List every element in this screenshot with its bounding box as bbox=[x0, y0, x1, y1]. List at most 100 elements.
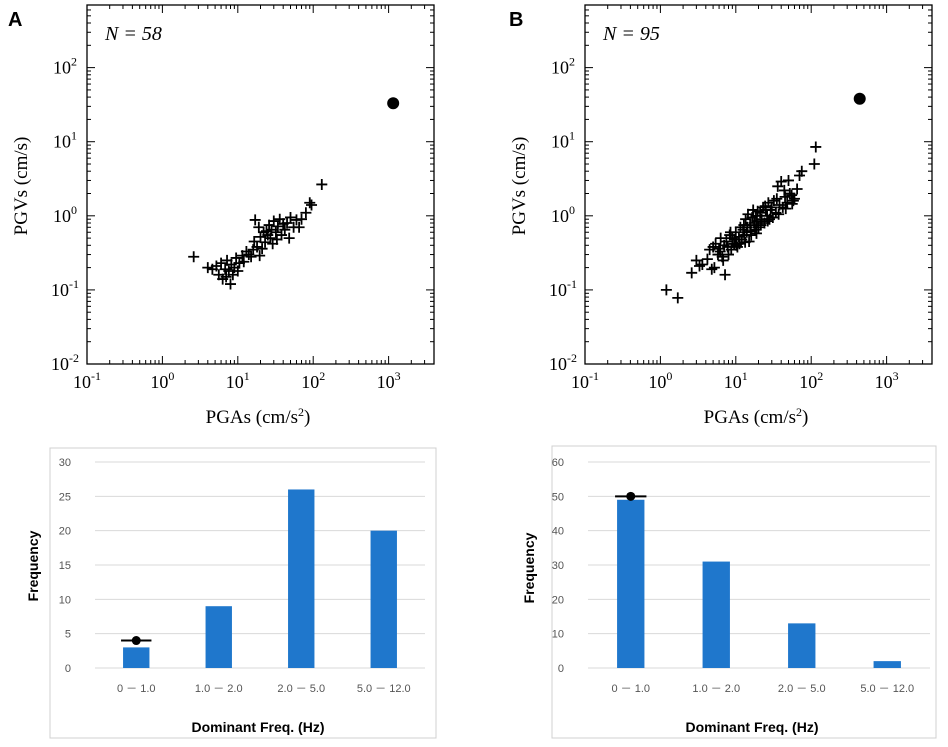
y-axis-label-bar-b: Frequency bbox=[521, 532, 537, 603]
record-point-b bbox=[690, 254, 702, 266]
y-tick-label: 10-1 bbox=[51, 277, 79, 300]
record-point-a bbox=[251, 241, 263, 253]
y-tick-label: 30 bbox=[59, 457, 71, 469]
record-point-b bbox=[750, 227, 762, 239]
x-tick-label: 10-1 bbox=[571, 369, 599, 392]
y-tick-label: 10 bbox=[59, 594, 71, 606]
record-point-a bbox=[245, 251, 257, 263]
bar-a-3 bbox=[370, 530, 397, 668]
y-tick-label: 25 bbox=[59, 491, 71, 503]
plot-frame-b bbox=[584, 4, 933, 365]
y-tick-label: 100 bbox=[53, 203, 77, 226]
record-point-b bbox=[708, 262, 720, 274]
x-tick-label: 2.0 － 5.0 bbox=[277, 683, 325, 695]
x-tick-label: 101 bbox=[226, 369, 250, 392]
y-tick-label: 101 bbox=[551, 129, 575, 152]
record-point-a bbox=[281, 217, 293, 229]
record-point-b bbox=[701, 253, 713, 265]
x-tick-label: 102 bbox=[301, 369, 325, 392]
bar-a-0 bbox=[123, 647, 150, 668]
record-point-b bbox=[730, 239, 742, 251]
record-point-b bbox=[784, 188, 796, 200]
record-point-a bbox=[304, 197, 316, 209]
x-tick-label: 0 － 1.0 bbox=[117, 683, 156, 695]
y-tick-label: 20 bbox=[552, 594, 564, 606]
y-axis-label-bar-a: Frequency bbox=[25, 530, 41, 601]
bar-chart-border-b bbox=[551, 445, 937, 739]
record-point-b bbox=[724, 226, 736, 238]
annotation-b: N = 95 bbox=[602, 23, 660, 45]
record-point-b bbox=[704, 244, 716, 256]
bar-chart-border-a bbox=[49, 447, 437, 739]
record-point-a bbox=[300, 207, 312, 219]
record-point-a bbox=[202, 262, 214, 274]
y-tick-label: 40 bbox=[552, 526, 564, 538]
y-tick-label: 60 bbox=[552, 457, 564, 469]
record-point-a bbox=[232, 265, 244, 277]
record-point-b bbox=[719, 269, 731, 281]
x-tick-label: 103 bbox=[377, 369, 401, 392]
bar-a-2 bbox=[288, 489, 315, 668]
record-point-a bbox=[296, 213, 308, 225]
x-tick-label: 1.0 － 2.0 bbox=[692, 683, 740, 695]
record-point-b bbox=[686, 267, 698, 279]
panel-label-a: A bbox=[8, 9, 22, 31]
record-point-b bbox=[796, 165, 808, 177]
x-axis-label-bar-b: Dominant Freq. (Hz) bbox=[686, 719, 819, 735]
x-tick-label: 2.0 － 5.0 bbox=[778, 683, 826, 695]
record-point-b bbox=[759, 200, 771, 212]
x-tick-label: 1.0 － 2.0 bbox=[195, 683, 243, 695]
y-tick-label: 5 bbox=[65, 629, 71, 641]
record-point-b bbox=[753, 221, 764, 233]
record-point-b bbox=[740, 213, 752, 225]
annotation-a: N = 58 bbox=[104, 23, 162, 45]
record-point-b bbox=[715, 232, 727, 244]
x-tick-label: 0 － 1.0 bbox=[611, 683, 650, 695]
plot-frame-a bbox=[86, 4, 435, 365]
record-point-a bbox=[220, 271, 232, 283]
y-axis-label-a: PGVs (cm/s) bbox=[11, 137, 32, 236]
marker-dot-a bbox=[131, 636, 141, 646]
x-tick-label: 103 bbox=[875, 369, 899, 392]
record-point-b bbox=[791, 183, 803, 195]
record-point-a bbox=[256, 243, 268, 255]
y-tick-label: 102 bbox=[551, 55, 575, 78]
scatter-chart-b: B N = 95 10-1 100 101 102 10310-210-11001011… bbox=[509, 4, 933, 428]
bar-a-1 bbox=[205, 606, 232, 668]
x-axis-label-a: PGAs (cm/s2) bbox=[206, 405, 311, 428]
record-point-b bbox=[755, 219, 767, 231]
y-tick-label: 20 bbox=[59, 526, 71, 538]
record-point-a bbox=[224, 278, 236, 290]
record-point-a bbox=[306, 199, 318, 211]
y-tick-label: 10-1 bbox=[549, 277, 577, 300]
record-point-a bbox=[253, 221, 265, 233]
mainshock-point-a bbox=[387, 97, 400, 110]
y-tick-label: 101 bbox=[53, 129, 77, 152]
x-tick-label: 100 bbox=[150, 369, 174, 392]
record-point-b bbox=[810, 141, 822, 153]
record-point-b bbox=[717, 254, 729, 266]
record-point-a bbox=[264, 232, 276, 244]
record-point-a bbox=[271, 233, 283, 245]
record-point-a bbox=[279, 224, 291, 236]
marker-dot-b bbox=[626, 491, 636, 501]
record-point-b bbox=[808, 158, 820, 170]
record-point-b bbox=[720, 236, 732, 248]
bar-chart-b: 0 10 20 30 40 50 60 0 － 1.0 1.0 － 2.0 2.0 － 5.0 5… bbox=[521, 445, 937, 739]
record-point-a bbox=[249, 214, 261, 226]
bar-b-0 bbox=[617, 499, 645, 668]
x-tick-label: 10-1 bbox=[73, 369, 101, 392]
x-tick-label: 102 bbox=[799, 369, 823, 392]
panel-label-b: B bbox=[509, 9, 523, 31]
y-tick-label: 10-2 bbox=[549, 351, 577, 374]
y-tick-label: 100 bbox=[551, 203, 575, 226]
record-point-b bbox=[660, 284, 672, 296]
record-point-a bbox=[272, 220, 284, 232]
bar-b-1 bbox=[702, 561, 730, 668]
y-tick-label: 10 bbox=[552, 629, 564, 641]
record-point-b bbox=[775, 176, 787, 188]
record-point-a bbox=[283, 232, 295, 244]
record-point-b bbox=[672, 292, 684, 304]
record-point-a bbox=[188, 251, 200, 263]
mainshock-point-b bbox=[853, 92, 866, 105]
